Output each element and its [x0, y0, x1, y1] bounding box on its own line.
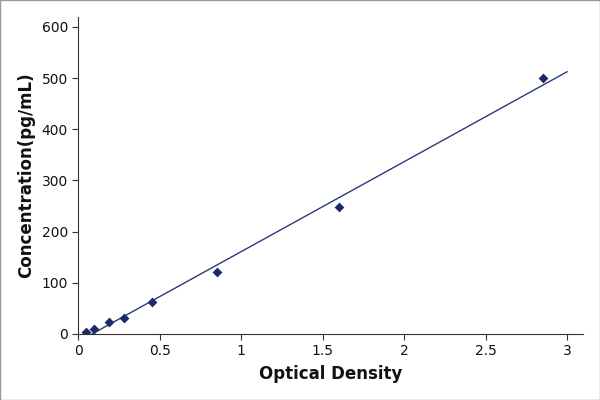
Point [119, 315, 129, 321]
Point [104, 318, 114, 325]
Point [147, 299, 157, 306]
Y-axis label: Concentration(pg/mL): Concentration(pg/mL) [17, 72, 35, 278]
Point [89, 326, 99, 332]
X-axis label: Optical Density: Optical Density [259, 365, 403, 383]
Point [334, 204, 344, 210]
Point [81, 329, 91, 335]
Point [538, 75, 547, 81]
Point [212, 268, 221, 275]
